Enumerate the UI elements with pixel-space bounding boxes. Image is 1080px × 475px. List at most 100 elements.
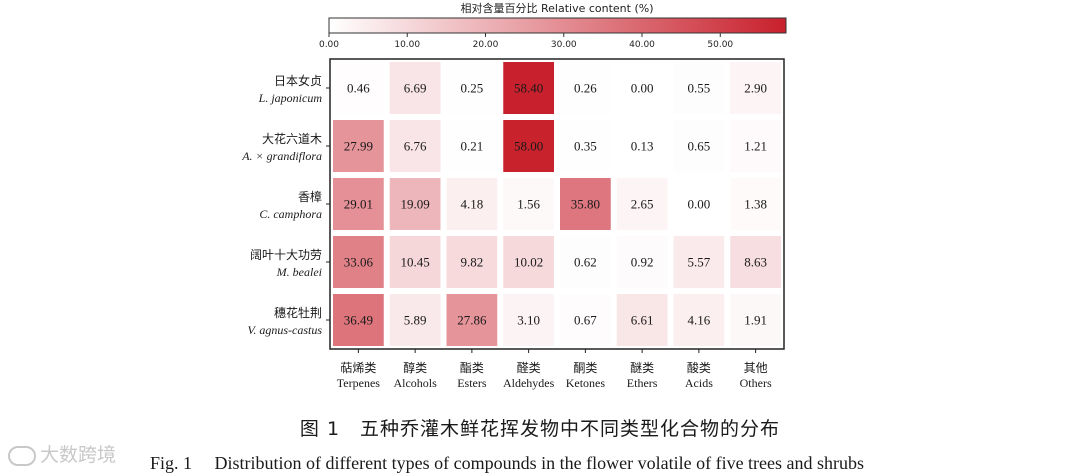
- row-label-latin: A. × grandiflora: [241, 149, 322, 163]
- colorbar-ticks: 0.00 10.00 20.00 30.00 40.00 50.00: [319, 33, 733, 50]
- heatmap-cell: [560, 62, 611, 114]
- heatmap-cell: [730, 236, 781, 288]
- cell-value-label: 6.61: [631, 313, 654, 328]
- cell-value-label: 35.80: [571, 197, 600, 212]
- cell-value-label: 0.46: [347, 81, 370, 96]
- heatmap-cells: 0.46 6.69 0.25 58.40 0.26 0.00 0.55 2.90 27.99 6.…: [333, 62, 781, 346]
- cell-value-label: 0.62: [574, 255, 597, 270]
- colorbar-tick-label: 20.00: [473, 40, 499, 50]
- cell-value-label: 9.82: [461, 255, 484, 270]
- heatmap-cell: [503, 120, 554, 172]
- heatmap-cell: [333, 62, 384, 114]
- column-label-en: Terpenes: [337, 376, 380, 390]
- row-label-zh: 穗花牡荆: [274, 305, 322, 320]
- heatmap-cell: [673, 294, 725, 346]
- cell-value-label: 10.02: [514, 255, 543, 270]
- heatmap-cell: [730, 120, 781, 172]
- heatmap-cell: [446, 236, 498, 288]
- column-label-zh: 酸类: [687, 360, 711, 375]
- row-label-zh: 香樟: [298, 189, 322, 204]
- cell-value-label: 0.00: [688, 197, 711, 212]
- column-label-zh: 酮类: [573, 361, 597, 375]
- heatmap-cell: [673, 236, 725, 288]
- colorbar-tick-label: 50.00: [707, 40, 733, 50]
- heatmap-cell: [389, 294, 441, 346]
- heatmap-cell: [673, 178, 725, 230]
- column-label-zh: 萜烯类: [340, 361, 376, 375]
- column-label-en: Others: [740, 376, 772, 390]
- row-label-latin: L. japonicum: [258, 91, 323, 105]
- heatmap-cell: [730, 178, 781, 230]
- cell-value-label: 1.21: [744, 139, 767, 154]
- heatmap-cell: [503, 294, 554, 346]
- row-label-zh: 阔叶十大功劳: [250, 248, 322, 262]
- colorbar-title: 相对含量百分比 Relative content (%): [461, 1, 654, 15]
- figure-caption-en: Fig. 1 Distribution of different types o…: [150, 453, 865, 473]
- cell-value-label: 58.40: [514, 81, 543, 96]
- cell-value-label: 5.57: [688, 255, 711, 270]
- colorbar-tick-label: 10.00: [394, 40, 420, 50]
- cell-value-label: 5.89: [404, 313, 427, 328]
- heatmap-cell: [616, 178, 668, 230]
- cell-value-label: 6.69: [404, 81, 427, 96]
- heatmap-cell: [389, 120, 441, 172]
- colorbar-gradient: [328, 17, 787, 34]
- cell-value-label: 36.49: [344, 313, 373, 328]
- heatmap-cell: [333, 178, 384, 230]
- cell-value-label: 0.13: [631, 139, 654, 154]
- heatmap-cell: [673, 62, 725, 114]
- cell-value-label: 2.90: [744, 81, 767, 96]
- cell-value-label: 0.26: [574, 81, 597, 96]
- cell-value-label: 0.21: [461, 139, 484, 154]
- column-label-en: Aldehydes: [503, 376, 555, 390]
- heatmap-cell: [616, 294, 668, 346]
- figure-caption-zh: 图 1 五种乔灌木鲜花挥发物中不同类型化合物的分布: [299, 418, 781, 440]
- column-label-en: Alcohols: [393, 376, 437, 390]
- colorbar-tick-label: 40.00: [629, 40, 655, 50]
- cell-value-label: 0.67: [574, 313, 597, 328]
- column-label-zh: 醛类: [517, 360, 541, 375]
- cell-value-label: 1.91: [744, 313, 767, 328]
- row-label-latin: C. camphora: [259, 207, 322, 221]
- heatmap-cell: [333, 236, 384, 288]
- heatmap-cell: [730, 294, 781, 346]
- cell-value-label: 10.45: [401, 255, 430, 270]
- cell-value-label: 19.09: [401, 197, 430, 212]
- heatmap-cell: [616, 236, 668, 288]
- heatmap-cell: [446, 62, 498, 114]
- cell-value-label: 33.06: [344, 255, 374, 270]
- heatmap-cell: [333, 120, 384, 172]
- cell-value-label: 58.00: [514, 139, 543, 154]
- heatmap-cell: [616, 62, 668, 114]
- heatmap-cell: [446, 178, 498, 230]
- row-label-latin: M. bealei: [276, 265, 322, 279]
- heatmap-cell: [560, 236, 611, 288]
- cell-value-label: 2.65: [631, 197, 654, 212]
- row-labels: 日本女贞 L. japonicum 大花六道木 A. × grandiflora 香樟 C…: [241, 73, 330, 337]
- column-label-zh: 酯类: [460, 361, 484, 375]
- column-label-en: Esters: [457, 376, 487, 390]
- heatmap-cell: [730, 62, 781, 114]
- cell-value-label: 0.65: [688, 139, 711, 154]
- column-label-zh: 其他: [744, 361, 768, 375]
- row-label-zh: 日本女贞: [274, 73, 322, 88]
- watermark-logo-icon: [8, 445, 36, 466]
- column-label-zh: 醚类: [630, 361, 654, 375]
- cell-value-label: 3.10: [517, 313, 540, 328]
- colorbar-tick-label: 30.00: [551, 40, 577, 50]
- cell-value-label: 8.63: [744, 255, 767, 270]
- watermark-text: 大数跨境: [40, 444, 117, 466]
- cell-value-label: 4.16: [688, 313, 711, 328]
- heatmap-cell: [446, 294, 498, 346]
- cell-value-label: 0.00: [631, 81, 654, 96]
- column-label-en: Ketones: [566, 376, 606, 390]
- heatmap-cell: [333, 294, 384, 346]
- colorbar-tick-label: 0.00: [319, 40, 339, 50]
- watermark: 大数跨境: [8, 440, 116, 467]
- heatmap-cell: [503, 236, 554, 288]
- cell-value-label: 0.55: [688, 81, 711, 96]
- heatmap-cell: [389, 178, 441, 230]
- cell-value-label: 0.35: [574, 139, 597, 154]
- cell-value-label: 4.18: [461, 197, 484, 212]
